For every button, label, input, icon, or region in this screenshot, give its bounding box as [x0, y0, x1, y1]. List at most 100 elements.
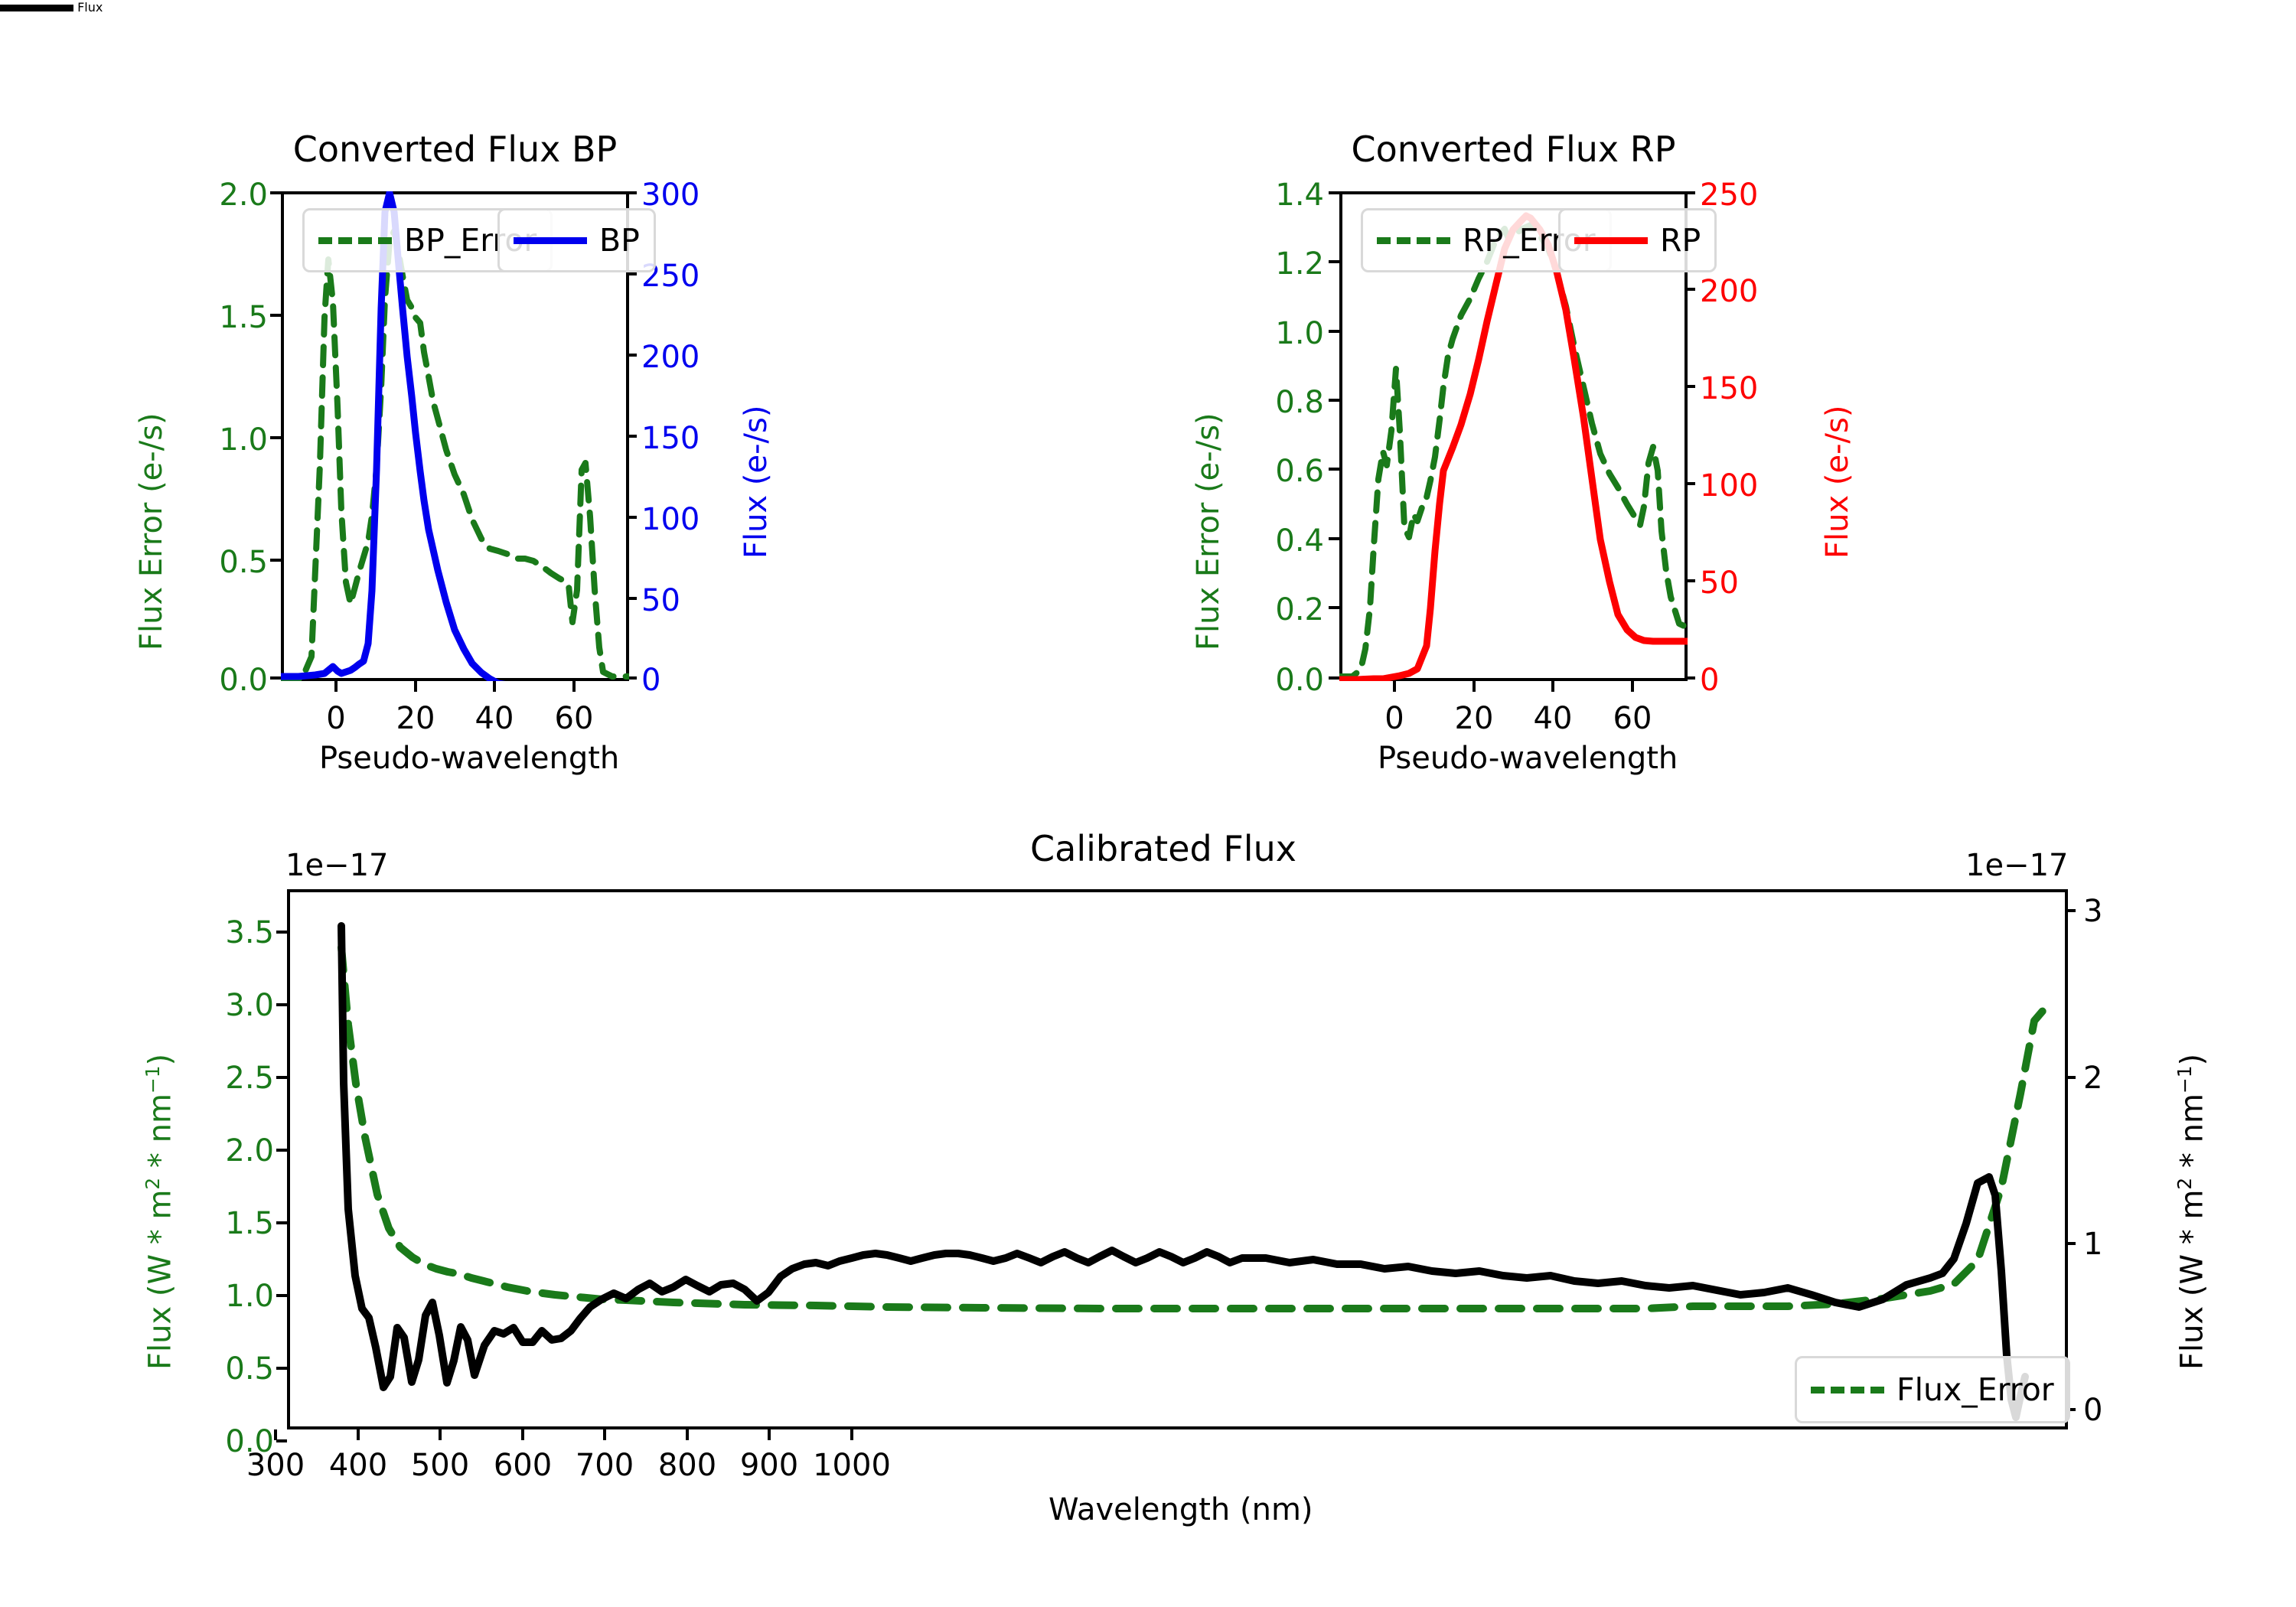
bp-xtick-3: 60	[554, 701, 594, 736]
cal-right-axis-label: Flux (W * m2 * nm−1)	[2174, 1054, 2210, 1370]
rp-left-axis-label: Flux Error (e-/s)	[1191, 412, 1226, 650]
cal-right-label-suffix: )	[2174, 1053, 2210, 1066]
bp-tick-right-2	[626, 354, 637, 357]
rp-tick-left-4	[1329, 468, 1339, 471]
calibrated-right-offset-text: 1e−17	[1965, 848, 2069, 883]
cal-xtick-7: 1000	[813, 1448, 891, 1483]
cal-right-label-sup2: −1	[2174, 1065, 2196, 1094]
rp-ytick-5: 0.4	[1275, 523, 1324, 559]
cal-xtick-5: 800	[657, 1448, 717, 1483]
bp-error-curve	[281, 228, 629, 681]
bp-y2tick-0: 300	[641, 178, 700, 213]
flux-error-curve	[338, 944, 2047, 1312]
cal-left-label-mid: * nm	[142, 1094, 178, 1178]
cal-ytick-0: 3.5	[225, 915, 274, 950]
cal-ytick-5: 1.0	[225, 1279, 274, 1314]
bp-ytick-4: 0.0	[219, 663, 268, 698]
cal-tick-left-5	[276, 1294, 287, 1297]
rp-ytick-0: 1.4	[1275, 178, 1324, 213]
rp-tick-left-5	[1329, 537, 1339, 540]
cal-ytick-7: 0.0	[225, 1424, 274, 1459]
panel-calibrated-title: Calibrated Flux	[1030, 828, 1296, 869]
rp-y2tick-0: 250	[1700, 178, 1759, 213]
cal-y2tick-0: 3	[2083, 894, 2103, 929]
bp-tick-right-0	[626, 191, 637, 194]
cal-left-label-sup1: 2	[142, 1177, 164, 1190]
rp-error-curve	[1339, 222, 1688, 680]
bp-tick-left-3	[270, 559, 281, 562]
cal-xtick-6: 900	[739, 1448, 799, 1483]
cal-tick-bot-7	[850, 1429, 853, 1440]
rp-tick-right-5	[1684, 676, 1695, 680]
cal-tick-bot-6	[768, 1429, 771, 1440]
cal-tick-left-2	[276, 1076, 287, 1079]
bp-ytick-0: 2.0	[219, 178, 268, 213]
bp-left-axis-label: Flux Error (e-/s)	[134, 412, 169, 650]
rp-xtick-2: 40	[1533, 701, 1573, 736]
bp-tick-right-5	[626, 597, 637, 600]
cal-tick-bot-5	[686, 1429, 689, 1440]
bp-tick-left-0	[270, 191, 281, 194]
bp-tick-right-6	[626, 676, 637, 680]
rp-tick-left-0	[1329, 191, 1339, 194]
bp-tick-bot-3	[572, 681, 576, 692]
cal-y2tick-1: 2	[2083, 1061, 2103, 1096]
rp-legend-label: RP	[1660, 221, 1701, 259]
rp-ytick-1: 1.2	[1275, 246, 1324, 282]
cal-right-label-sup1: 2	[2174, 1177, 2196, 1190]
cal-tick-bot-4	[603, 1429, 606, 1440]
cal-tick-left-6	[276, 1367, 287, 1370]
bp-tick-bot-2	[493, 681, 496, 692]
rp-tick-left-1	[1329, 260, 1339, 263]
rp-ytick-7: 0.0	[1275, 663, 1324, 698]
bp-tick-bot-1	[414, 681, 417, 692]
flux-error-legend-label: Flux_Error	[1896, 1371, 2054, 1408]
rp-tick-left-6	[1329, 606, 1339, 609]
cal-tick-right-1	[2065, 1076, 2076, 1079]
bp-ytick-3: 0.5	[219, 545, 268, 580]
bp-ytick-2: 1.0	[219, 422, 268, 458]
rp-legend-swatch	[1574, 236, 1648, 244]
rp-tick-bot-0	[1393, 681, 1396, 692]
bp-error-legend-swatch	[318, 236, 392, 244]
rp-ytick-4: 0.6	[1275, 454, 1324, 489]
cal-legend-flux-error[interactable]: Flux_Error	[1795, 1356, 2070, 1423]
calibrated-left-offset-text: 1e−17	[285, 848, 389, 883]
bp-legend-swatch	[514, 236, 587, 244]
cal-tick-left-3	[276, 1149, 287, 1152]
bp-right-axis-label: Flux (e-/s)	[739, 405, 774, 559]
rp-legend-rp[interactable]: RP	[1558, 208, 1717, 272]
rp-right-axis-label: Flux (e-/s)	[1820, 405, 1855, 559]
cal-xaxis-label: Wavelength (nm)	[1049, 1492, 1313, 1527]
cal-tick-left-7	[276, 1439, 287, 1442]
bp-tick-left-2	[270, 436, 281, 439]
rp-xtick-1: 20	[1454, 701, 1494, 736]
bp-curve	[281, 191, 506, 681]
rp-tick-bot-2	[1551, 681, 1554, 692]
rp-tick-left-2	[1329, 330, 1339, 333]
rp-tick-right-1	[1684, 288, 1695, 291]
cal-tick-right-2	[2065, 1242, 2076, 1245]
cal-left-label-prefix: Flux (W * m	[142, 1189, 178, 1370]
cal-ytick-2: 2.5	[225, 1061, 274, 1096]
cal-left-axis-label: Flux (W * m2 * nm−1)	[142, 1054, 178, 1370]
rp-ytick-3: 0.8	[1275, 385, 1324, 420]
rp-tick-bot-3	[1631, 681, 1634, 692]
cal-y2tick-2: 1	[2083, 1227, 2103, 1262]
bp-y2tick-3: 150	[641, 421, 700, 456]
rp-y2tick-4: 50	[1700, 566, 1739, 601]
bp-y2tick-5: 50	[641, 583, 680, 618]
bp-plot-area	[281, 191, 629, 681]
rp-y2tick-5: 0	[1700, 663, 1720, 698]
bp-tick-left-4	[270, 676, 281, 680]
bp-y2tick-2: 200	[641, 340, 700, 375]
rp-tick-bot-1	[1473, 681, 1476, 692]
rp-tick-right-0	[1684, 191, 1695, 194]
calibrated-plot-area	[338, 922, 2047, 1421]
panel-calibrated-frame	[287, 889, 2068, 1429]
panel-rp-title: Converted Flux RP	[1351, 129, 1676, 170]
bp-tick-right-3	[626, 435, 637, 438]
flux-legend-swatch	[0, 5, 73, 11]
bp-legend-bp[interactable]: BP	[497, 208, 656, 272]
